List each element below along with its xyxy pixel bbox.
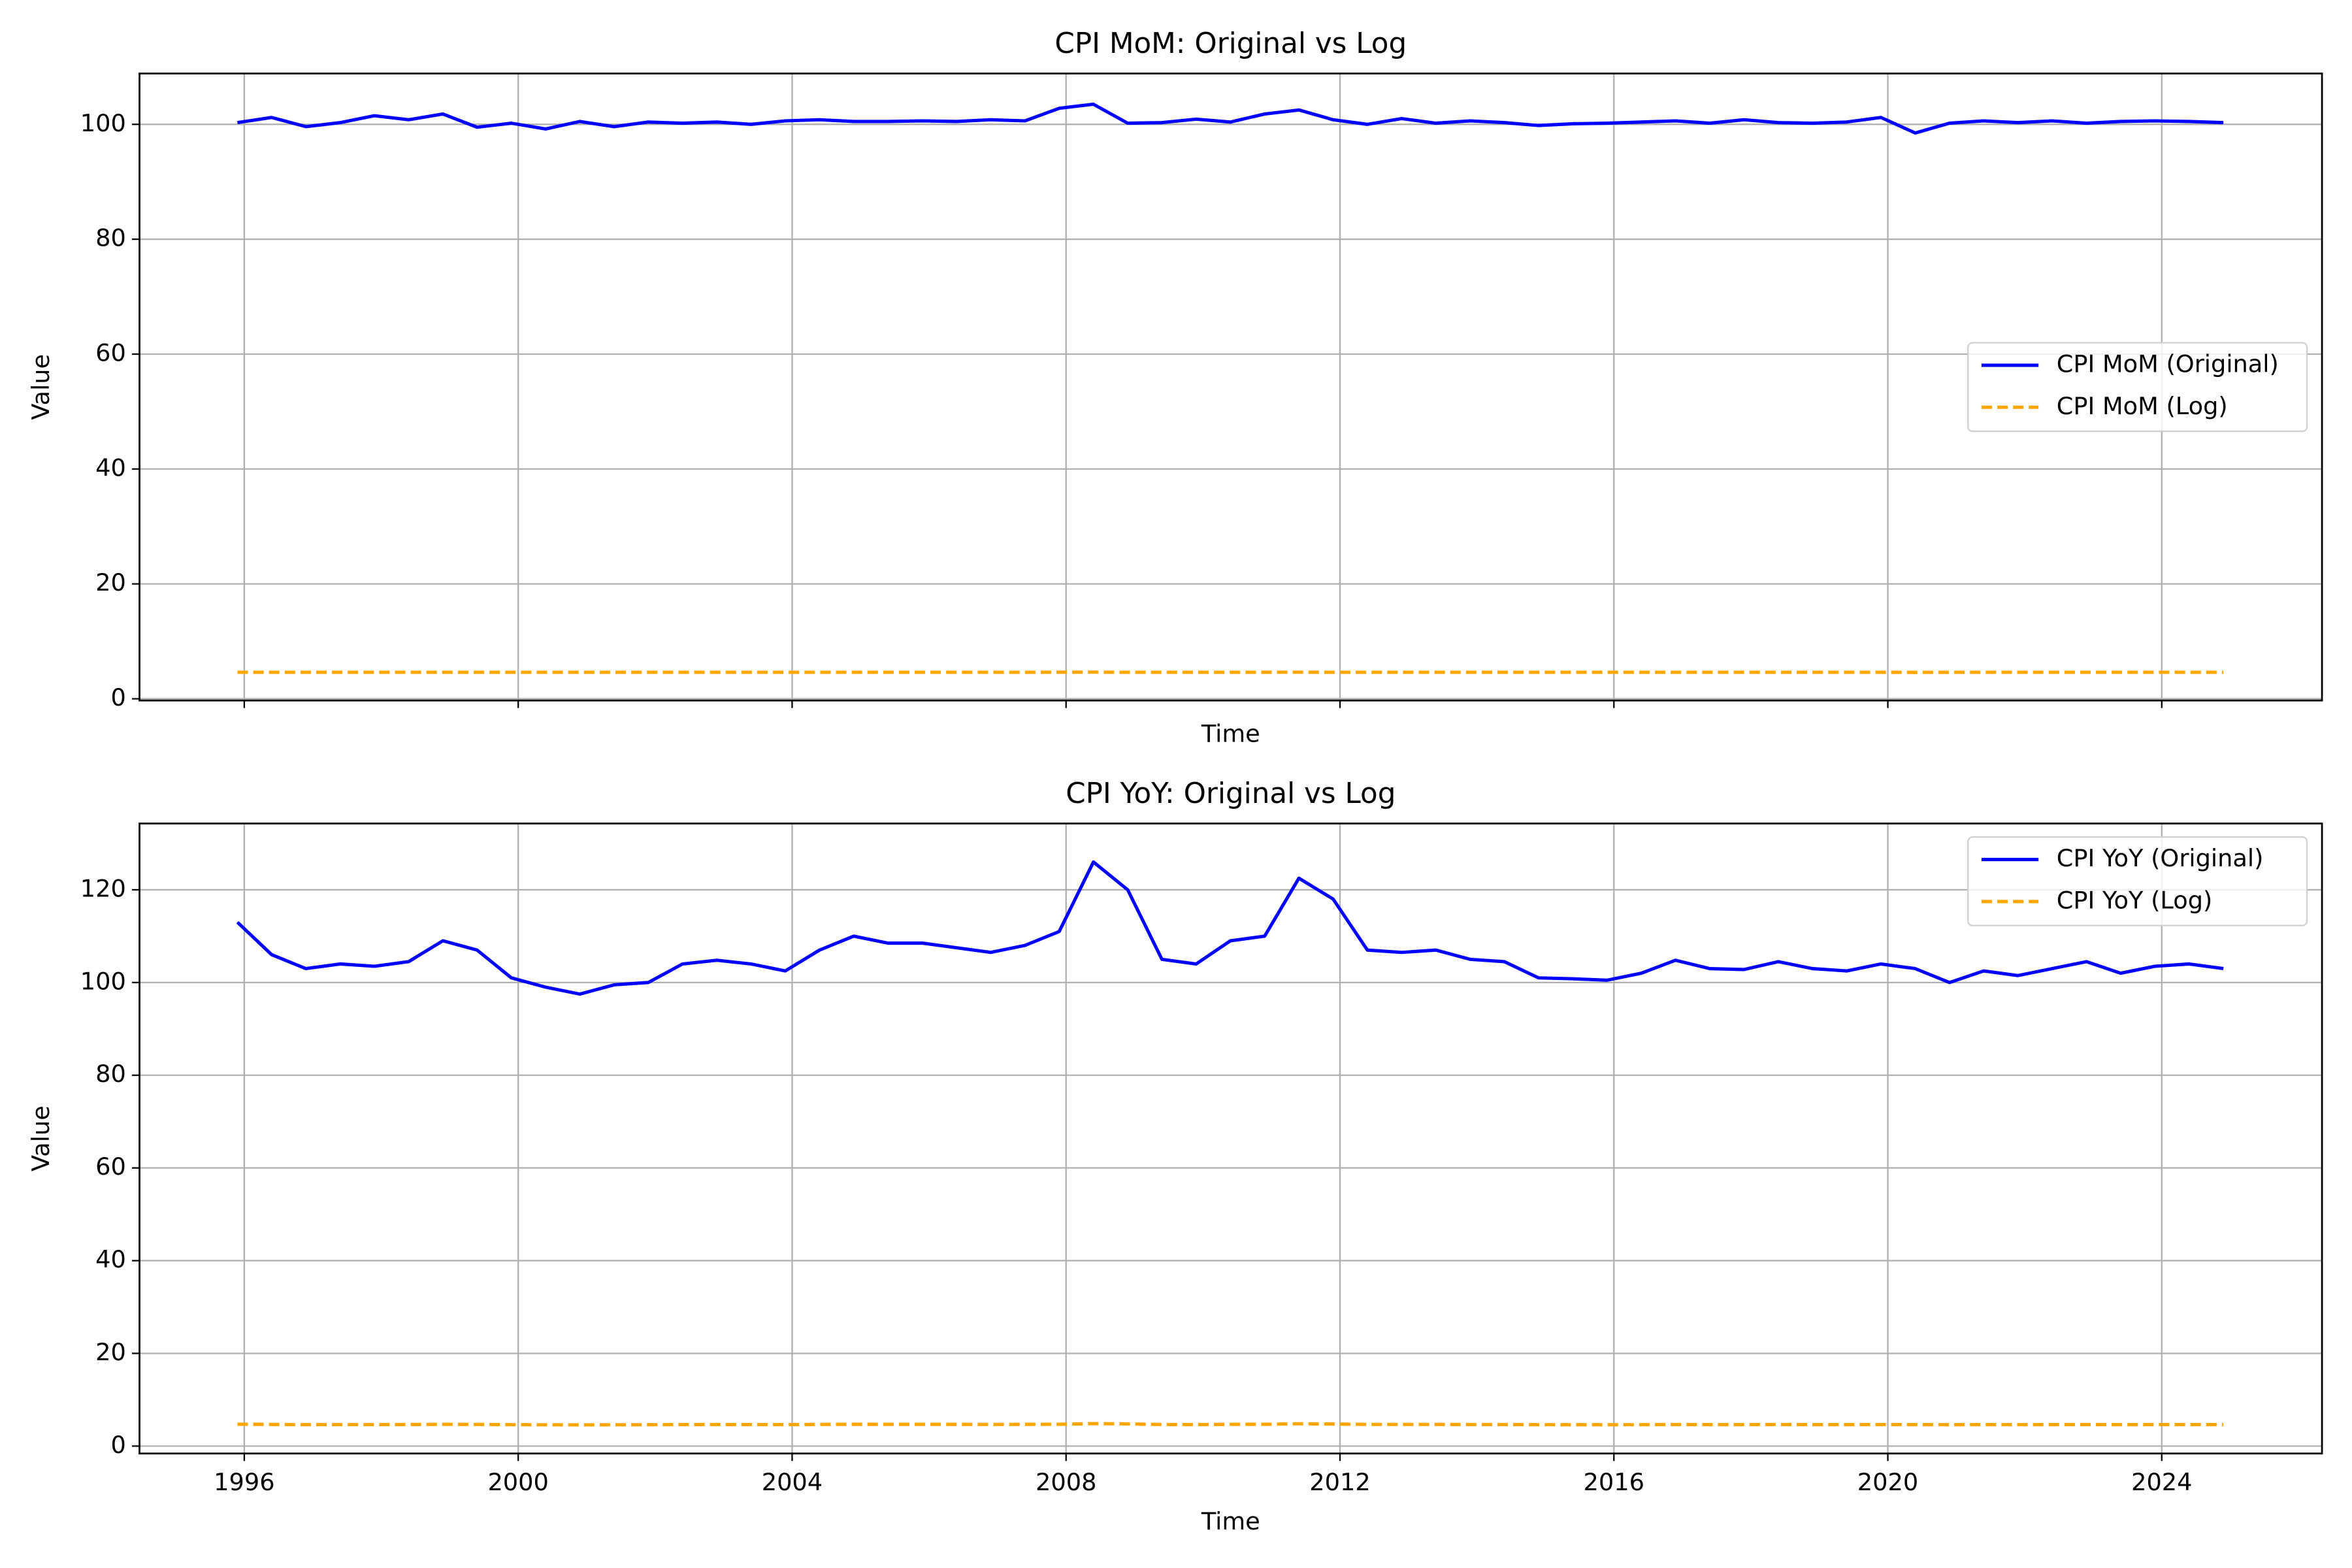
x-tick-label: 2000 xyxy=(487,1468,548,1496)
y-axis-label: Value xyxy=(27,354,55,420)
chart-title: CPI YoY: Original vs Log xyxy=(1066,777,1396,810)
x-axis-label: Time xyxy=(1201,1507,1260,1535)
y-tick-label: 60 xyxy=(95,339,126,367)
x-tick-label: 1996 xyxy=(214,1468,274,1496)
x-axis-label: Time xyxy=(1201,720,1260,748)
y-tick-label: 0 xyxy=(110,683,125,711)
y-tick-label: 40 xyxy=(95,453,126,482)
legend-label: CPI YoY (Original) xyxy=(2057,844,2264,872)
y-tick-label: 20 xyxy=(95,1338,126,1366)
x-tick-label: 2020 xyxy=(1857,1468,1918,1496)
y-tick-label: 0 xyxy=(110,1431,125,1459)
y-tick-label: 60 xyxy=(95,1152,126,1181)
y-tick-label: 20 xyxy=(95,568,126,596)
chart-title: CPI MoM: Original vs Log xyxy=(1054,27,1407,60)
x-tick-label: 2016 xyxy=(1584,1468,1644,1496)
legend-label: CPI MoM (Original) xyxy=(2057,350,2279,378)
x-tick-label: 2004 xyxy=(762,1468,823,1496)
line-series xyxy=(237,1422,2224,1427)
x-tick-label: 2012 xyxy=(1309,1468,1370,1496)
y-tick-label: 80 xyxy=(95,1060,126,1088)
y-tick-label: 100 xyxy=(80,109,126,137)
x-tick-label: 2024 xyxy=(2131,1468,2192,1496)
legend-box xyxy=(1967,342,2308,433)
legend-box xyxy=(1967,836,2308,926)
legend-label: CPI MoM (Log) xyxy=(2057,392,2228,420)
x-tick-label: 2008 xyxy=(1036,1468,1096,1496)
line-series xyxy=(237,103,2224,135)
y-tick-label: 100 xyxy=(80,967,126,995)
legend-label: CPI YoY (Log) xyxy=(2057,886,2213,914)
y-axis-label: Value xyxy=(27,1105,55,1171)
y-tick-label: 120 xyxy=(80,874,126,902)
line-series xyxy=(236,860,2224,996)
y-tick-label: 40 xyxy=(95,1245,126,1273)
plot-frame xyxy=(139,73,2323,702)
y-tick-label: 80 xyxy=(95,224,126,252)
plot-frame xyxy=(139,823,2323,1455)
